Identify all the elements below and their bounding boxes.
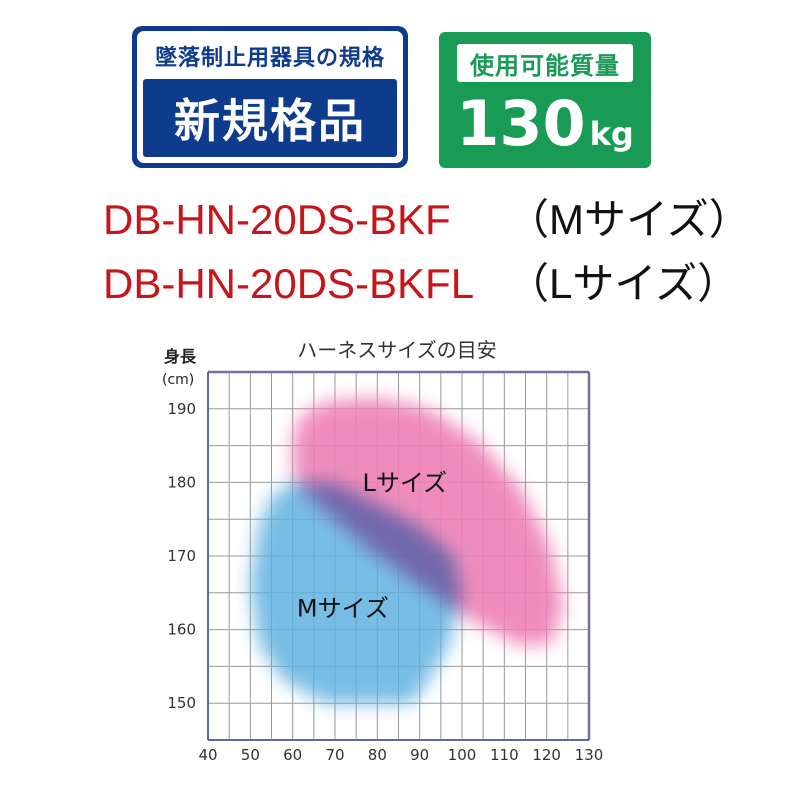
x-tick-label: 50 (241, 746, 260, 764)
model-code-l: DB-HN-20DS-BKFL (103, 260, 475, 307)
standard-badge-caption: 墜落制止用器具の規格 (139, 33, 401, 79)
region-label-l: Lサイズ (363, 469, 448, 497)
region-l-size (292, 397, 564, 645)
y-tick-label: 150 (167, 694, 196, 712)
plot-background (208, 372, 589, 740)
y-tick-label: 190 (167, 400, 196, 418)
x-tick-label: 130 (575, 746, 604, 764)
standard-badge-title: 新規格品 (143, 79, 397, 157)
capacity-unit: kg (589, 115, 634, 153)
model-size-m: （Mサイズ） (507, 196, 751, 243)
capacity-value: 130 (456, 87, 586, 160)
region-label-m: Mサイズ (297, 594, 389, 622)
standard-badge: 墜落制止用器具の規格 新規格品 (132, 26, 408, 168)
y-tick-label: 160 (167, 621, 196, 639)
capacity-badge: 使用可能質量 130 kg (439, 32, 651, 168)
y-tick-label: 170 (167, 547, 196, 565)
x-tick-label: 110 (490, 746, 519, 764)
x-tick-label: 70 (325, 746, 344, 764)
y-axis-unit: (cm) (162, 372, 194, 388)
capacity-badge-label: 使用可能質量 (457, 44, 633, 82)
model-size-l: （Lサイズ） (507, 260, 740, 307)
x-tick-label: 40 (198, 746, 217, 764)
x-tick-label: 90 (410, 746, 429, 764)
capacity-badge-value: 130 kg (439, 88, 651, 160)
x-tick-label: 60 (283, 746, 302, 764)
x-tick-label: 80 (368, 746, 387, 764)
y-tick-label: 180 (167, 473, 196, 491)
standard-badge-inner: 墜落制止用器具の規格 新規格品 (137, 31, 403, 163)
y-axis-label: 身長 (164, 347, 197, 366)
chart-title: ハーネスサイズの目安 (297, 338, 496, 362)
x-tick-label: 100 (448, 746, 477, 764)
model-code-m: DB-HN-20DS-BKF (103, 196, 451, 243)
region-m-size (250, 482, 462, 704)
x-tick-label: 120 (532, 746, 561, 764)
